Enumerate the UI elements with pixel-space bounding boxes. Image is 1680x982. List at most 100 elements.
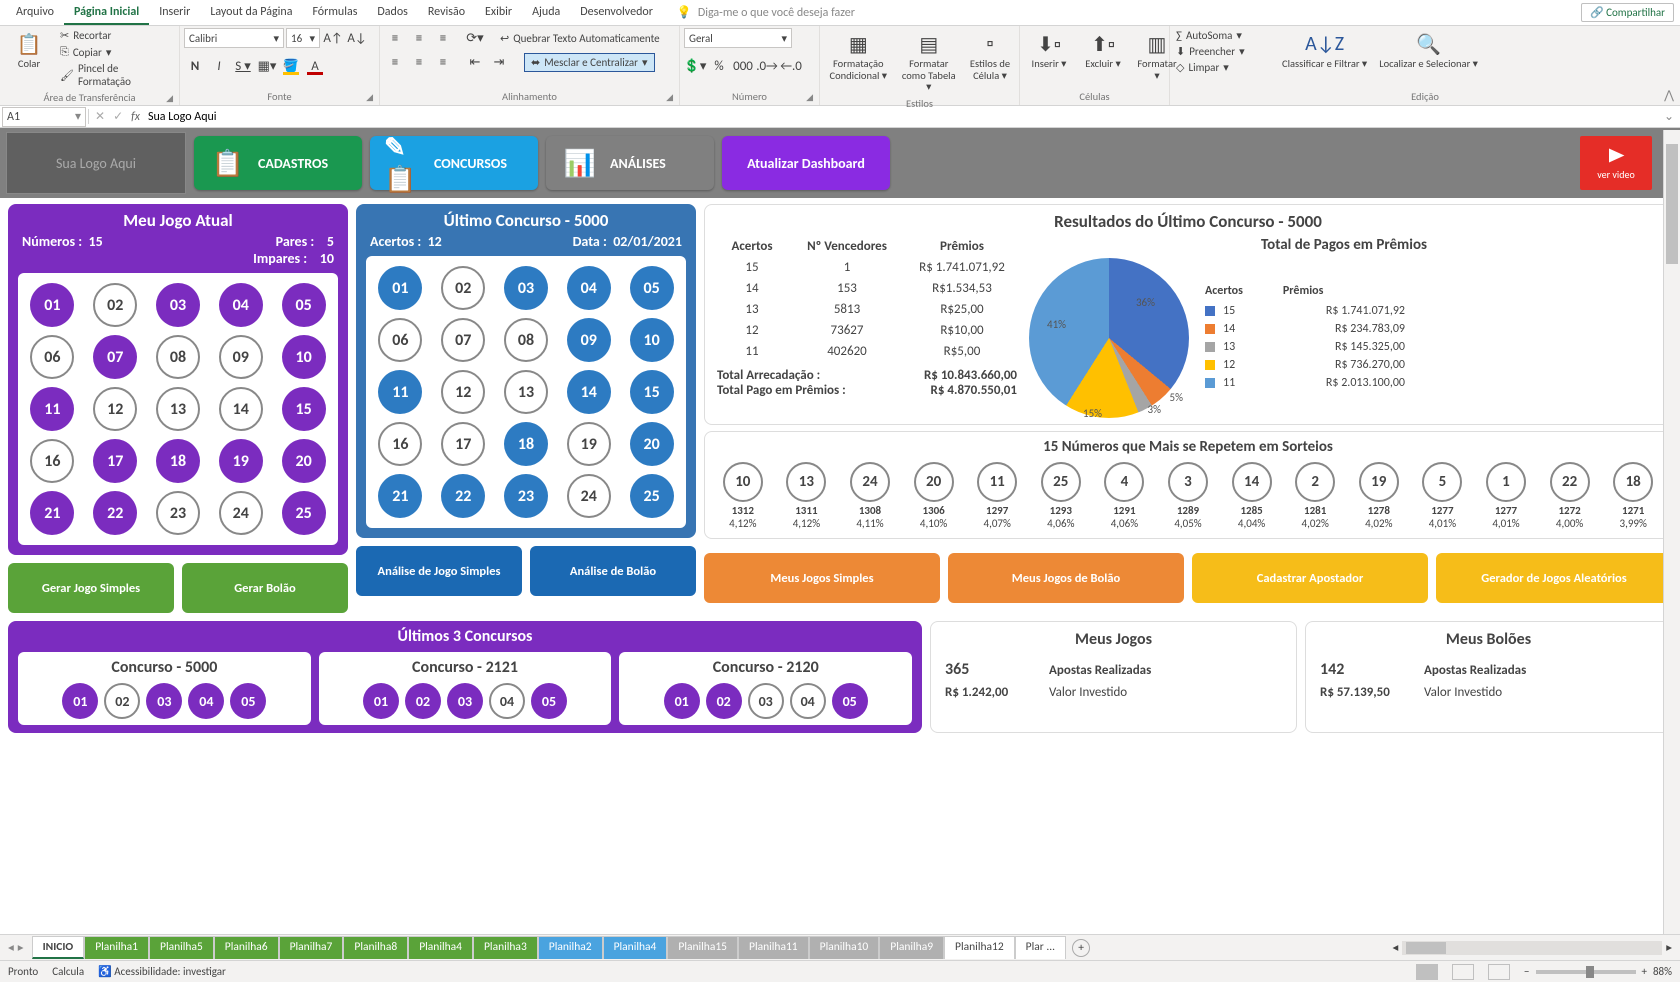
youtube-button[interactable]: ver video: [1580, 136, 1652, 190]
menu-exibir[interactable]: Exibir: [475, 1, 522, 25]
align-bottom-icon[interactable]: ≡: [432, 28, 454, 48]
zoom-in-icon[interactable]: +: [1642, 965, 1647, 978]
menu-inserir[interactable]: Inserir: [149, 1, 200, 25]
zoom-slider[interactable]: [1536, 970, 1636, 974]
confirm-icon[interactable]: ✓: [113, 109, 123, 124]
underline-icon[interactable]: S ▾: [232, 56, 254, 76]
cadastros-button[interactable]: 📋CADASTROS: [194, 136, 362, 190]
meus-jogos-bolao-button[interactable]: Meus Jogos de Bolão: [948, 553, 1184, 603]
percent-icon[interactable]: %: [708, 56, 730, 76]
cadastrar-apostador-button[interactable]: Cadastrar Apostador: [1192, 553, 1428, 603]
horizontal-scrollbar[interactable]: [1402, 941, 1662, 955]
name-box[interactable]: A1▾: [2, 107, 86, 127]
clear-button[interactable]: ◇ Limpar ▾: [1174, 60, 1274, 75]
menu-desenvolvedor[interactable]: Desenvolvedor: [570, 1, 663, 25]
zoom-level[interactable]: 88%: [1653, 965, 1672, 978]
concursos-button[interactable]: ✎📋CONCURSOS: [370, 136, 538, 190]
font-name-select[interactable]: Calibri▾: [184, 28, 284, 48]
meus-jogos-simples-button[interactable]: Meus Jogos Simples: [704, 553, 940, 603]
currency-icon[interactable]: 💲▾: [684, 56, 706, 76]
page-layout-icon[interactable]: [1452, 964, 1474, 980]
vertical-scrollbar[interactable]: [1663, 130, 1680, 934]
merge-center-button[interactable]: ⬌ Mesclar e Centralizar ▾: [524, 53, 655, 72]
align-center-icon[interactable]: ≡: [408, 52, 430, 72]
new-sheet-button[interactable]: +: [1072, 939, 1090, 957]
delete-cells-button[interactable]: ⬆▫Excluir ▾: [1078, 28, 1128, 72]
menu-layout-da-página[interactable]: Layout da Página: [200, 1, 302, 25]
expand-formula-icon[interactable]: ⌄: [1664, 109, 1674, 124]
decrease-indent-icon[interactable]: ⇤: [464, 52, 486, 72]
copy-button[interactable]: ⎘ Copiar ▾: [58, 44, 175, 60]
find-select-button[interactable]: 🔍Localizar e Selecionar ▾: [1375, 28, 1482, 72]
wrap-text-button[interactable]: ↩ Quebrar Texto Automaticamente: [500, 32, 660, 45]
analises-button[interactable]: 📊ANÁLISES: [546, 136, 714, 190]
align-middle-icon[interactable]: ≡: [408, 28, 430, 48]
menu-dados[interactable]: Dados: [367, 1, 417, 25]
increase-indent-icon[interactable]: ⇥: [488, 52, 510, 72]
orientation-icon[interactable]: ⟳▾: [464, 28, 486, 48]
menu-ajuda[interactable]: Ajuda: [522, 1, 570, 25]
increase-font-icon[interactable]: A↑: [322, 28, 344, 48]
insert-cells-button[interactable]: ⬇▫Inserir ▾: [1024, 28, 1074, 72]
tab-next-icon[interactable]: ▸: [18, 940, 24, 955]
conditional-format-button[interactable]: ▦Formatação Condicional ▾: [824, 28, 893, 83]
comma-icon[interactable]: 000: [732, 56, 754, 76]
fill-button[interactable]: ⬇ Preencher ▾: [1174, 44, 1274, 59]
sheet-tab[interactable]: Planilha11: [738, 936, 809, 959]
sheet-tab[interactable]: Planilha5: [149, 936, 214, 959]
autosum-button[interactable]: ∑ AutoSoma ▾: [1174, 28, 1274, 43]
number-format-select[interactable]: Geral▾: [684, 28, 792, 48]
border-icon[interactable]: ▦▾: [256, 56, 278, 76]
analise-bolao-button[interactable]: Análise de Bolão: [530, 546, 696, 596]
align-top-icon[interactable]: ≡: [384, 28, 406, 48]
normal-view-icon[interactable]: [1416, 964, 1438, 980]
gerar-bolao-button[interactable]: Gerar Bolão: [182, 563, 348, 613]
sheet-tab[interactable]: Planilha8: [343, 936, 408, 959]
zoom-out-icon[interactable]: −: [1524, 965, 1529, 978]
analise-jogo-simples-button[interactable]: Análise de Jogo Simples: [356, 546, 522, 596]
sheet-tab[interactable]: Planilha2: [538, 936, 603, 959]
cancel-icon[interactable]: ✕: [95, 109, 105, 124]
sheet-tab[interactable]: Planilha1: [84, 936, 149, 959]
format-table-button[interactable]: ▤Formatar como Tabela ▾: [897, 28, 961, 95]
cell-styles-button[interactable]: ▫Estilos de Célula ▾: [965, 28, 1015, 83]
fx-icon[interactable]: fx: [131, 110, 140, 124]
align-left-icon[interactable]: ≡: [384, 52, 406, 72]
hscroll-left-icon[interactable]: ◂: [1392, 940, 1398, 955]
atualizar-button[interactable]: Atualizar Dashboard: [722, 136, 890, 190]
italic-icon[interactable]: I: [208, 56, 230, 76]
fill-color-icon[interactable]: 🪣: [280, 56, 302, 76]
paste-button[interactable]: 📋Colar: [4, 28, 54, 72]
tab-first-icon[interactable]: ◂: [8, 940, 14, 955]
bold-icon[interactable]: N: [184, 56, 206, 76]
sheet-tab[interactable]: Planilha12: [944, 936, 1015, 959]
share-button[interactable]: 🔗 Compartilhar: [1581, 3, 1674, 22]
collapse-ribbon-icon[interactable]: ⋀: [1664, 88, 1674, 103]
status-accessibility[interactable]: ♿ Acessibilidade: investigar: [98, 965, 226, 978]
font-size-select[interactable]: 16▾: [286, 28, 320, 48]
sheet-tab[interactable]: Planilha4: [408, 936, 473, 959]
sheet-tab[interactable]: Planilha15: [667, 936, 738, 959]
font-color-icon[interactable]: A: [304, 56, 326, 76]
sheet-tab[interactable]: Planilha6: [214, 936, 279, 959]
hscroll-right-icon[interactable]: ▸: [1666, 940, 1672, 955]
tell-me[interactable]: Diga-me o que você deseja fazer: [692, 6, 855, 20]
decrease-font-icon[interactable]: A↓: [346, 28, 368, 48]
page-break-icon[interactable]: [1488, 964, 1510, 980]
menu-página-inicial[interactable]: Página Inicial: [64, 1, 149, 25]
increase-decimal-icon[interactable]: .0→: [756, 56, 778, 76]
sheet-tab[interactable]: Planilha10: [809, 936, 880, 959]
sheet-tab[interactable]: INICIO: [32, 936, 85, 959]
format-painter-button[interactable]: 🖌 Pincel de Formatação: [58, 61, 175, 89]
sheet-tab[interactable]: Plar ...: [1015, 936, 1066, 959]
sheet-tab[interactable]: Planilha9: [879, 936, 944, 959]
sort-filter-button[interactable]: A↓ZClassificar e Filtrar ▾: [1278, 28, 1371, 72]
gerador-jogos-button[interactable]: Gerador de Jogos Aleatórios: [1436, 553, 1672, 603]
menu-revisão[interactable]: Revisão: [418, 1, 475, 25]
decrease-decimal-icon[interactable]: ←.0: [780, 56, 802, 76]
cut-button[interactable]: ✂ Recortar: [58, 28, 175, 43]
sheet-tab[interactable]: Planilha4: [603, 936, 668, 959]
menu-fórmulas[interactable]: Fórmulas: [302, 1, 367, 25]
menu-arquivo[interactable]: Arquivo: [6, 1, 64, 25]
sheet-tab[interactable]: Planilha7: [279, 936, 344, 959]
